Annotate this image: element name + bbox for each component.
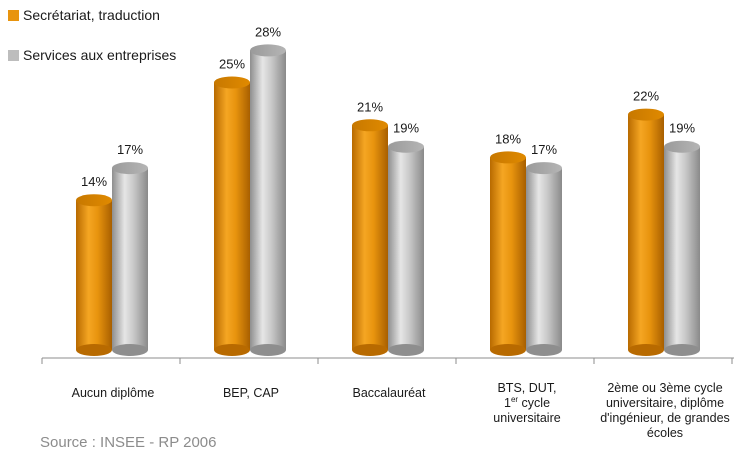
bar-secretariat-4 bbox=[628, 108, 664, 356]
value-label: 17% bbox=[117, 142, 143, 157]
value-label: 25% bbox=[219, 57, 245, 72]
bar-services-4 bbox=[664, 140, 700, 356]
bar-secretariat-0 bbox=[76, 194, 112, 356]
value-labels: 14% 17% 25% 28% 21% 19% 18% 17% 22% 19% bbox=[81, 24, 695, 189]
value-label: 18% bbox=[495, 131, 521, 146]
value-label: 21% bbox=[357, 99, 383, 114]
bar-secretariat-3 bbox=[490, 151, 526, 356]
bar-services-2 bbox=[388, 140, 424, 356]
value-label: 22% bbox=[633, 89, 659, 104]
category-label-bts: BTS, DUT, 1er cycle universitaire bbox=[493, 381, 561, 425]
legend-item-services: Services aux entreprises bbox=[8, 38, 176, 72]
category-label-bep: BEP, CAP bbox=[222, 386, 280, 400]
legend-swatch-orange bbox=[8, 9, 19, 21]
legend-swatch-gray bbox=[8, 49, 19, 61]
legend-label: Secrétariat, traduction bbox=[23, 7, 160, 23]
value-label: 17% bbox=[531, 142, 557, 157]
bar-services-3 bbox=[526, 162, 562, 356]
bar-services-1 bbox=[250, 44, 286, 356]
value-label: 19% bbox=[393, 121, 419, 136]
category-label-bac: Baccalauréat bbox=[352, 386, 426, 400]
bar-secretariat-1 bbox=[214, 76, 250, 356]
bar-secretariat-2 bbox=[352, 119, 388, 356]
category-label-cycle: 2ème ou 3ème cycle universitaire, diplôm… bbox=[600, 381, 730, 440]
category-label-aucun: Aucun diplôme bbox=[71, 386, 155, 400]
source-note: Source : INSEE - RP 2006 bbox=[40, 434, 217, 451]
legend-label: Services aux entreprises bbox=[23, 47, 177, 63]
bars bbox=[76, 44, 700, 356]
value-label: 19% bbox=[669, 121, 695, 136]
bar-services-0 bbox=[112, 162, 148, 356]
legend-item-secretariat: Secrétariat, traduction bbox=[8, 6, 176, 24]
value-label: 14% bbox=[81, 174, 107, 189]
legend: Secrétariat, traduction Services aux ent… bbox=[8, 6, 176, 72]
value-label: 28% bbox=[255, 24, 281, 39]
x-axis-ticks bbox=[41, 358, 733, 364]
